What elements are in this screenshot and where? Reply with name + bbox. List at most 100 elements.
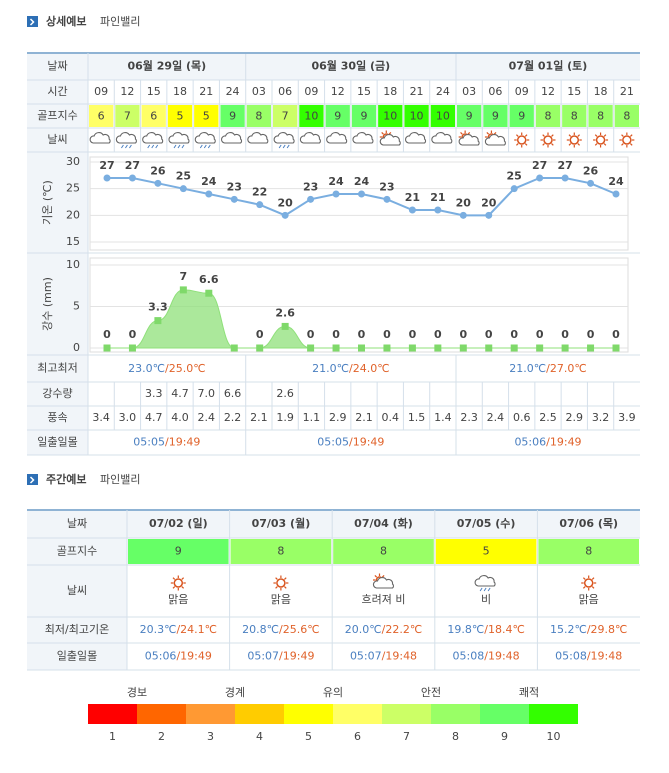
cell-bg: [538, 539, 639, 564]
weather-icon: [352, 132, 374, 144]
row-label: 풍속: [47, 411, 67, 424]
raindrop: [151, 144, 155, 149]
y-tick-label: 10: [66, 258, 80, 271]
time-label: 09: [515, 85, 529, 98]
cell-bg: [128, 539, 229, 564]
cloud: [299, 132, 321, 144]
cell-bg: [378, 105, 403, 127]
cell-bg: [351, 105, 377, 127]
max-temp: 29.8℃: [591, 623, 628, 636]
time-label: 12: [331, 85, 345, 98]
sunrise: 05:05: [133, 436, 165, 449]
wind-speed: 3.0: [119, 411, 137, 424]
sun-ray: [467, 131, 471, 135]
sun-ray: [621, 134, 624, 137]
cloud: [372, 577, 395, 589]
time-label: 06: [488, 85, 502, 98]
legend-number: 8: [452, 730, 459, 743]
max-temp: 25.0℃: [169, 362, 206, 375]
temperature-label: 24: [354, 175, 370, 188]
cloud: [352, 132, 374, 144]
weather-icon: [115, 132, 137, 149]
precipitation-label: 0: [332, 328, 340, 341]
separator: /: [349, 362, 353, 375]
sun-ray: [551, 143, 554, 146]
date-label: 06월 29일 (목): [128, 59, 207, 73]
separator: /: [279, 650, 283, 663]
temperature-label: 25: [507, 170, 522, 183]
weather-icon: [593, 132, 609, 148]
legend-number: 9: [501, 730, 508, 743]
precipitation-label: 7: [180, 270, 188, 283]
separator: /: [382, 623, 386, 636]
cell-bg: [141, 105, 166, 127]
legend-number: 1: [109, 730, 116, 743]
weather-icon: [379, 130, 401, 146]
sun-ray: [284, 577, 287, 580]
min-max-temp: 20.3℃/24.1℃: [140, 623, 217, 636]
temperature-point: [510, 185, 518, 193]
cell-bg: [89, 105, 114, 127]
precipitation-label: 3.3: [148, 301, 168, 314]
temperature-label: 26: [583, 164, 599, 177]
golf-index: 8: [277, 545, 284, 558]
min-temp: 20.0℃: [345, 623, 382, 636]
wind-speed: 4.0: [171, 411, 189, 424]
wind-speed: 1.5: [408, 411, 426, 424]
sun-ray: [381, 131, 384, 135]
time-label: 12: [541, 85, 555, 98]
temperature-point: [128, 174, 136, 182]
golf-index: 10: [436, 110, 450, 123]
legend-label: 경계: [225, 686, 245, 699]
legend-label: 유의: [323, 686, 343, 699]
sun-ray: [275, 586, 278, 589]
precipitation-point: [612, 344, 620, 352]
min-temp: 21.0℃: [312, 362, 349, 375]
weather-icon: [484, 130, 506, 146]
time-label: 24: [226, 85, 240, 98]
sun-ray: [594, 143, 598, 146]
golf-index: 7: [282, 110, 289, 123]
precipitation-label: 2.6: [275, 306, 295, 319]
raindrop: [278, 144, 282, 149]
temperature-point: [408, 206, 416, 214]
temperature-label: 21: [430, 191, 445, 204]
raindrop: [173, 144, 177, 149]
sun-ray: [542, 134, 545, 137]
time-label: 09: [94, 85, 108, 98]
legend-swatch: [137, 704, 186, 724]
precipitation-label: 0: [434, 328, 442, 341]
legend-swatch: [431, 704, 480, 724]
sun-ray: [524, 143, 528, 146]
sunset: 19:48: [385, 650, 417, 663]
cell-bg: [404, 105, 429, 127]
legend-swatch: [529, 704, 578, 724]
time-label: 03: [252, 85, 266, 98]
weather-icon: [566, 132, 582, 148]
cell-bg: [27, 510, 640, 538]
date-label: 06월 30일 (금): [312, 59, 391, 73]
raindrop: [177, 144, 181, 149]
row-label: 최저/최고기온: [45, 623, 109, 636]
plot-frame: [89, 257, 629, 353]
weather-icon: [89, 132, 111, 144]
raindrop: [487, 587, 491, 592]
sunset: 19:49: [353, 436, 385, 449]
sun-ray: [603, 143, 607, 146]
raindrop: [155, 144, 159, 149]
min-max-temp: 15.2℃/29.8℃: [550, 623, 627, 636]
raindrop: [483, 587, 487, 592]
temperature-label: 23: [379, 180, 394, 193]
precipitation-point: [154, 317, 162, 325]
sun-ray: [551, 134, 554, 137]
y-axis-label: 강수 (mm): [41, 277, 54, 331]
precipitation-label: 0: [383, 328, 391, 341]
cloud: [379, 134, 401, 146]
cell-bg: [483, 105, 508, 127]
sun-ray: [181, 577, 185, 580]
cell-bg: [333, 539, 434, 564]
row-label: 시간: [47, 85, 67, 98]
temperature-point: [383, 195, 391, 203]
sun-ray: [629, 143, 633, 146]
sun-ray: [542, 143, 545, 146]
